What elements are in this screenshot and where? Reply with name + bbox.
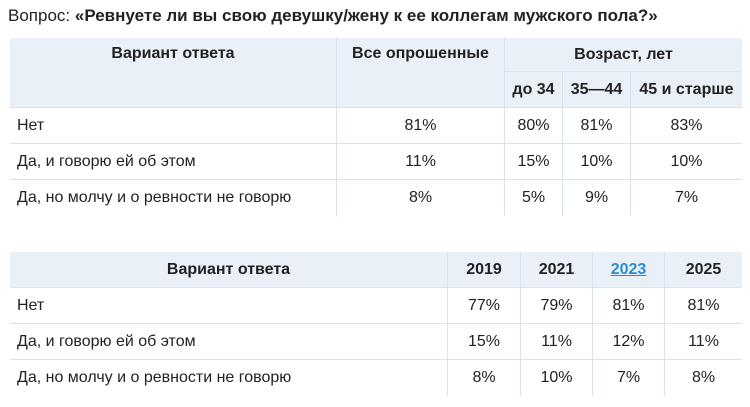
header-year-2021: 2021: [521, 252, 593, 288]
table-row: Нет 81% 80% 81% 83%: [10, 108, 742, 144]
cell-2025: 81%: [665, 288, 742, 324]
yearly-trend-table: Вариант ответа 2019 2021 2023 2025 Нет 7…: [10, 252, 742, 396]
cell-age-under-34: 15%: [505, 144, 563, 180]
age-breakdown-table: Вариант ответа Все опрошенные Возраст, л…: [10, 38, 742, 216]
cell-age-45-plus: 10%: [631, 144, 742, 180]
header-answer-option: Вариант ответа: [10, 38, 337, 108]
cell-age-under-34: 5%: [505, 180, 563, 216]
year-2023-link[interactable]: 2023: [593, 252, 665, 288]
header-age-35-44: 35—44: [563, 72, 631, 108]
cell-2019: 77%: [448, 288, 521, 324]
header-answer-option: Вариант ответа: [10, 252, 448, 288]
cell-2023: 7%: [593, 360, 665, 396]
cell-age-35-44: 9%: [563, 180, 631, 216]
survey-question: Вопрос: «Ревнуете ли вы свою девушку/жен…: [8, 5, 658, 27]
cell-2023: 81%: [593, 288, 665, 324]
cell-2019: 15%: [448, 324, 521, 360]
cell-2025: 11%: [665, 324, 742, 360]
row-label: Да, и говорю ей об этом: [10, 324, 448, 360]
header-all-respondents: Все опрошенные: [337, 38, 505, 108]
table-row: Да, и говорю ей об этом 15% 11% 12% 11%: [10, 324, 742, 360]
cell-2021: 11%: [521, 324, 593, 360]
cell-2019: 8%: [448, 360, 521, 396]
cell-all: 11%: [337, 144, 505, 180]
question-label: Вопрос:: [8, 6, 75, 25]
row-label: Да, и говорю ей об этом: [10, 144, 337, 180]
cell-2021: 79%: [521, 288, 593, 324]
row-label: Нет: [10, 288, 448, 324]
cell-age-45-plus: 83%: [631, 108, 742, 144]
cell-2023: 12%: [593, 324, 665, 360]
cell-2021: 10%: [521, 360, 593, 396]
cell-all: 81%: [337, 108, 505, 144]
table-row: Да, и говорю ей об этом 11% 15% 10% 10%: [10, 144, 742, 180]
header-age-group: Возраст, лет: [505, 38, 742, 72]
header-year-2025: 2025: [665, 252, 742, 288]
cell-age-35-44: 81%: [563, 108, 631, 144]
cell-all: 8%: [337, 180, 505, 216]
table-row: Да, но молчу и о ревности не говорю 8% 5…: [10, 180, 742, 216]
question-text: «Ревнуете ли вы свою девушку/жену к ее к…: [74, 6, 658, 25]
table-row: Нет 77% 79% 81% 81%: [10, 288, 742, 324]
cell-age-45-plus: 7%: [674, 189, 699, 206]
header-year-2019: 2019: [448, 252, 521, 288]
row-label: Да, но молчу и о ревности не говорю: [10, 180, 337, 216]
row-label: Да, но молчу и о ревности не говорю: [10, 360, 448, 396]
cell-age-under-34: 80%: [505, 108, 563, 144]
cell-age-35-44: 10%: [563, 144, 631, 180]
row-label: Нет: [10, 108, 337, 144]
table-row: Да, но молчу и о ревности не говорю 8% 1…: [10, 360, 742, 396]
header-age-under-34: до 34: [505, 72, 563, 108]
header-age-45-plus: 45 и старше: [631, 72, 742, 108]
cell-2025: 8%: [691, 369, 716, 386]
